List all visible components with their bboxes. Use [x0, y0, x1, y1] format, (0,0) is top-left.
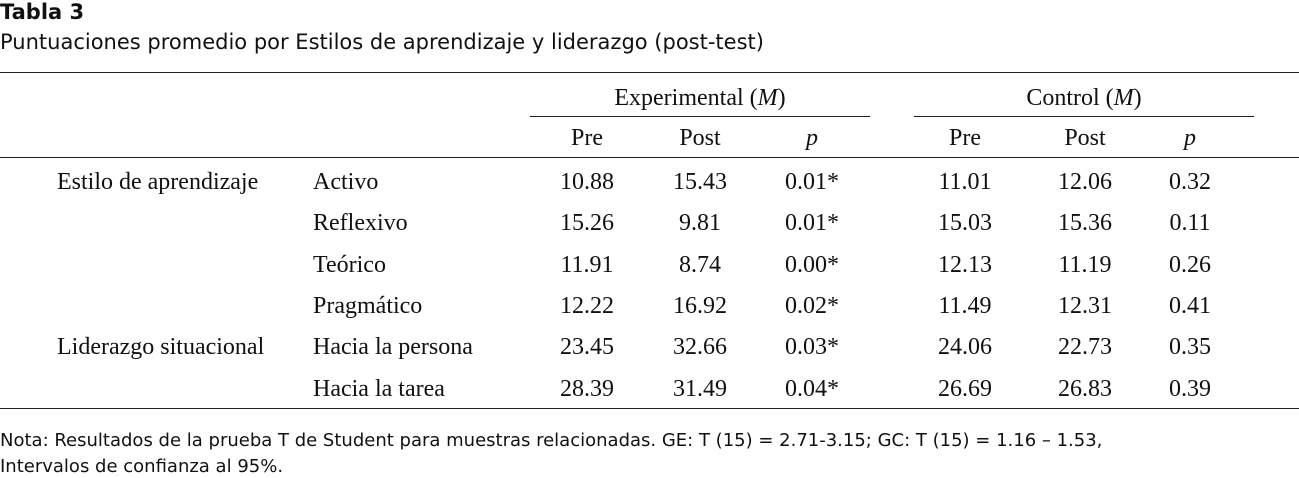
header-rule — [0, 157, 1299, 158]
group-label-part: M — [757, 85, 778, 111]
cell: 0.02* — [785, 292, 839, 319]
note: Intervalos de confianza al 95%. — [0, 456, 284, 477]
column-group: Experimental (M) — [614, 86, 785, 110]
cell: 15.36 — [1058, 210, 1112, 237]
group-label-part: Experimental ( — [614, 85, 758, 111]
column-header: Post — [679, 125, 721, 151]
cell: 11.01 — [938, 169, 992, 195]
row-label: Hacia la tarea — [313, 375, 445, 402]
table-title: Tabla 3 — [0, 0, 85, 24]
cell: 0.26 — [1169, 251, 1211, 278]
cell: 0.01* — [785, 210, 839, 237]
cell: 0.01* — [785, 169, 839, 195]
group-label: Liderazgo situacional — [57, 334, 265, 361]
cell: 8.74 — [679, 251, 721, 278]
table-subtitle: Puntuaciones promedio por Estilos de apr… — [0, 30, 764, 54]
cell: 15.43 — [673, 169, 727, 195]
cell: 28.39 — [560, 375, 614, 402]
top-rule — [0, 72, 1299, 73]
column-header: p — [1184, 125, 1196, 151]
cell: 31.49 — [673, 375, 727, 402]
cell: 16.92 — [673, 292, 727, 319]
group-label-part: Control ( — [1026, 85, 1114, 111]
bottom-rule — [0, 408, 1299, 409]
note: Nota: Resultados de la prueba T de Stude… — [0, 430, 1103, 451]
group-label-part: M — [1113, 85, 1134, 111]
row-label: Activo — [313, 169, 379, 195]
cell: 11.49 — [938, 292, 992, 319]
column-header: Pre — [571, 125, 603, 151]
row-label: Reflexivo — [313, 210, 408, 237]
group-label-part: ) — [777, 85, 786, 111]
cell: 0.32 — [1169, 169, 1211, 195]
cell: 0.04* — [785, 375, 839, 402]
cell: 11.19 — [1058, 251, 1112, 278]
cell: 9.81 — [679, 210, 721, 237]
cell: 12.06 — [1058, 169, 1112, 195]
cell: 0.00* — [785, 251, 839, 278]
row-label: Hacia la persona — [313, 334, 473, 361]
cell: 26.69 — [938, 375, 992, 402]
cell: 0.11 — [1169, 210, 1211, 237]
cell: 26.83 — [1058, 375, 1112, 402]
cell: 10.88 — [560, 169, 614, 195]
cell: 11.91 — [560, 251, 614, 278]
cell: 32.66 — [673, 334, 727, 361]
row-label: Teórico — [313, 251, 386, 278]
cell: 15.03 — [938, 210, 992, 237]
group-label: Estilo de aprendizaje — [57, 169, 259, 195]
cell: 0.39 — [1169, 375, 1211, 402]
cell: 23.45 — [560, 334, 614, 361]
cell: 0.41 — [1169, 292, 1211, 319]
cell: 12.13 — [938, 251, 992, 278]
column-group: Control (M) — [1026, 86, 1141, 110]
cell: 15.26 — [560, 210, 614, 237]
cell: 0.35 — [1169, 334, 1211, 361]
column-header: Post — [1064, 125, 1106, 151]
cell: 22.73 — [1058, 334, 1112, 361]
group-rule — [530, 116, 870, 117]
row-label: Pragmático — [313, 292, 423, 319]
cell: 0.03* — [785, 334, 839, 361]
column-header: Pre — [949, 125, 981, 151]
column-header: p — [806, 125, 818, 151]
group-label-part: ) — [1133, 85, 1142, 111]
cell: 12.31 — [1058, 292, 1112, 319]
cell: 24.06 — [938, 334, 992, 361]
group-rule — [914, 116, 1254, 117]
cell: 12.22 — [560, 292, 614, 319]
